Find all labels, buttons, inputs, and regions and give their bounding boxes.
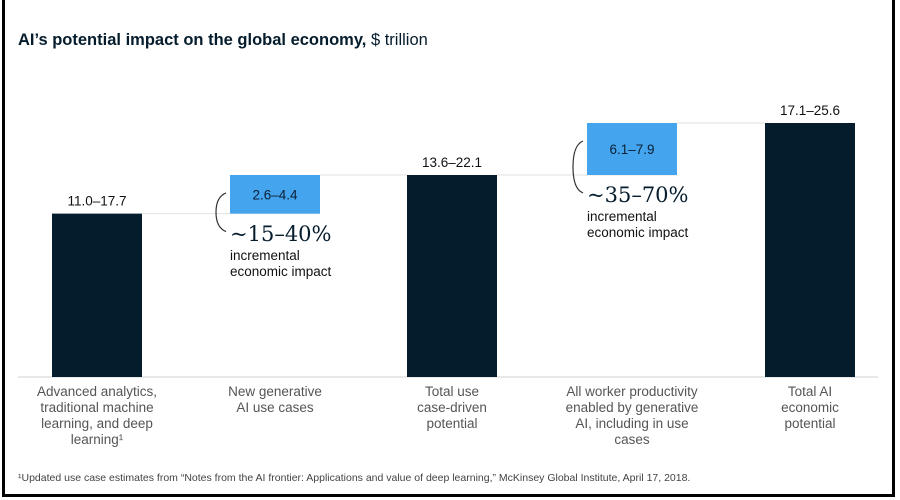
chart-title-text: AI’s potential impact on the global econ…: [18, 31, 367, 49]
x-tick-label-line: All worker productivity: [566, 384, 698, 399]
callout-description: incremental economic impact: [230, 248, 370, 280]
x-tick-label-line: AI, including in use: [575, 416, 689, 431]
x-tick-label: New generative AI use cases: [195, 384, 355, 416]
callout-percent: ~35–70%: [587, 182, 689, 207]
bar-4: [587, 123, 677, 175]
x-tick-label-line: cases: [614, 432, 650, 447]
x-tick-label: Total use case-driven potential: [372, 384, 532, 432]
callout-percent: ~15–40%: [230, 221, 332, 246]
x-tick-label-line: Total AI: [787, 384, 833, 399]
x-tick-label-line: enabled by generative: [565, 400, 699, 415]
bar-value-label: 2.6–4.4: [252, 187, 298, 202]
bracket-icon: [215, 192, 227, 233]
callout-description-line: economic impact: [587, 224, 689, 240]
x-tick-label-line: Total use: [424, 384, 480, 399]
x-tick-label: Total AI economic potential: [730, 384, 890, 432]
x-tick-label-line: potential: [784, 416, 836, 431]
bar-value-label: 13.6–22.1: [422, 155, 482, 170]
x-tick-label-line: Advanced analytics,: [36, 384, 158, 399]
footnote: ¹Updated use case estimates from “Notes …: [18, 472, 691, 484]
bar-1: [52, 213, 142, 377]
x-tick-label-line: learning, and deep: [41, 416, 153, 431]
x-tick-label-line: New generative: [228, 384, 322, 399]
bar-2: [230, 174, 320, 214]
x-tick-label-line: AI use cases: [236, 400, 314, 415]
x-tick-label-line: economic: [781, 400, 839, 415]
callout-description-line: incremental: [587, 208, 657, 224]
bar-3: [407, 174, 497, 377]
bar-value-label: 6.1–7.9: [609, 142, 654, 157]
x-tick-label-line: learning¹: [70, 432, 124, 447]
callout-description: incremental economic impact: [587, 209, 727, 241]
callout-description-line: incremental: [230, 247, 300, 263]
x-tick-label-line: potential: [426, 416, 478, 431]
x-tick-label: Advanced analytics, traditional machine le…: [17, 384, 177, 448]
bar-value-label: 11.0–17.7: [67, 194, 126, 209]
chart-title: AI’s potential impact on the global econ…: [18, 31, 428, 50]
x-tick-label-line: case-driven: [417, 400, 487, 415]
x-tick-label: All worker productivity enabled by genera…: [552, 384, 712, 448]
bar-value-label: 17.1–25.6: [780, 103, 840, 118]
chart-unit: $ trillion: [366, 31, 428, 49]
bracket-icon: [572, 140, 584, 194]
x-tick-label-line: traditional machine: [40, 400, 154, 415]
callout-description-line: economic impact: [230, 263, 332, 279]
bar-5: [765, 123, 855, 377]
